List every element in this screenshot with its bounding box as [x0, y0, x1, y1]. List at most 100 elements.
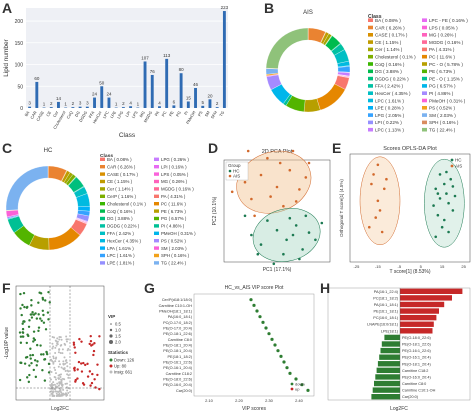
legend-entry: PI ( 4.86% )	[429, 91, 454, 96]
category-label: Carnitine C10:1-OH	[402, 389, 436, 393]
data-point	[38, 326, 40, 328]
legend-marker	[109, 340, 113, 344]
bar	[216, 107, 219, 108]
data-point	[305, 215, 308, 218]
data-point	[80, 340, 82, 342]
data-point	[73, 369, 75, 371]
vip-plot-g: HC_vs_AIS VIP score PlotCar(20:0)PE(O-16…	[140, 278, 320, 414]
legend-entry: PE ( 6.73% )	[429, 69, 456, 74]
data-point	[19, 293, 21, 295]
data-point	[252, 304, 255, 307]
data-point	[50, 379, 52, 381]
data-point	[51, 371, 53, 373]
data-point	[52, 384, 54, 386]
donut-slice	[338, 66, 350, 72]
bar	[382, 341, 400, 346]
y-tick-label: 150	[15, 41, 24, 47]
data-point	[98, 335, 100, 337]
legend-entry: PG ( 6.57% )	[161, 216, 187, 221]
y-axis-title: Orthogonal T score[1] (4.5%)	[339, 179, 344, 237]
data-point	[36, 364, 38, 366]
bar	[144, 61, 147, 108]
y-tick-label: Carnitine C8:0	[168, 338, 192, 342]
legend-entry: AIS	[233, 174, 240, 179]
bar-value-label: 15	[186, 95, 192, 100]
data-point	[58, 351, 60, 353]
legend-entry: PE ( 6.73% )	[161, 209, 186, 214]
bar	[381, 348, 401, 353]
data-point	[55, 358, 57, 360]
data-point	[55, 340, 57, 342]
data-point	[30, 299, 32, 301]
data-point	[67, 392, 69, 394]
data-point	[250, 198, 253, 201]
x-tick-label: 2.20	[235, 398, 244, 403]
legend-marker	[110, 359, 113, 362]
legend-swatch	[422, 113, 427, 117]
data-point	[306, 389, 309, 392]
data-point	[66, 365, 68, 367]
data-point	[276, 186, 279, 189]
data-point	[42, 353, 44, 355]
legend-swatch	[368, 91, 373, 95]
data-point	[39, 344, 41, 346]
x-tick-label: 2.40	[295, 398, 304, 403]
data-point	[20, 342, 22, 344]
data-point	[64, 383, 66, 385]
data-point	[383, 188, 386, 191]
bar	[71, 107, 74, 108]
bar	[187, 101, 190, 108]
category-label: LPE(18:1)	[381, 329, 399, 333]
bar	[50, 107, 53, 108]
legend-swatch	[100, 202, 105, 205]
data-point	[21, 304, 23, 306]
data-point	[22, 331, 24, 333]
data-point	[82, 362, 84, 364]
data-point	[64, 363, 66, 365]
data-point	[19, 379, 21, 381]
bar	[400, 315, 436, 320]
data-point	[67, 377, 69, 379]
bar-value-label: 223	[221, 5, 229, 10]
data-point	[98, 388, 100, 390]
data-point	[276, 229, 279, 232]
y-axis-title: PC2 (10.1%)	[212, 196, 218, 225]
legend-swatch	[154, 224, 159, 227]
data-point	[308, 231, 311, 234]
legend-swatch	[154, 254, 159, 257]
data-point	[56, 393, 58, 395]
x-tick-label: SPH	[210, 110, 218, 120]
data-point	[23, 292, 25, 294]
data-point	[90, 335, 92, 337]
legend-swatch	[100, 165, 105, 168]
x-tick-label: LPS	[131, 110, 139, 119]
legend-swatch	[100, 172, 105, 175]
data-point	[42, 314, 44, 316]
legend-marker	[451, 159, 454, 162]
data-point	[264, 326, 267, 329]
data-point	[298, 188, 301, 191]
legend-marker	[110, 329, 112, 331]
legend-entry: CerP ( 1.16% )	[107, 194, 136, 199]
bar	[194, 88, 197, 108]
chart-title: AIS	[303, 10, 313, 16]
data-point	[289, 217, 292, 220]
y-tick-label: 100	[15, 63, 24, 69]
chart-title: HC	[44, 148, 53, 154]
data-point	[52, 355, 54, 357]
data-point	[65, 392, 67, 394]
data-point	[63, 368, 65, 370]
x-tick-label: 2.30	[265, 398, 274, 403]
x-tick-label: PA	[153, 110, 160, 117]
data-point	[255, 309, 258, 312]
category-label: PC(16:0_18:1)	[373, 316, 398, 320]
legend-entry: CAR ( 6.26% )	[107, 164, 136, 169]
y-axis-title: Lipid number	[3, 38, 10, 76]
data-point	[231, 191, 234, 194]
legend-entry: Down: 126	[114, 358, 135, 363]
data-point	[89, 343, 91, 345]
bar	[100, 86, 103, 108]
legend-marker	[109, 334, 112, 337]
